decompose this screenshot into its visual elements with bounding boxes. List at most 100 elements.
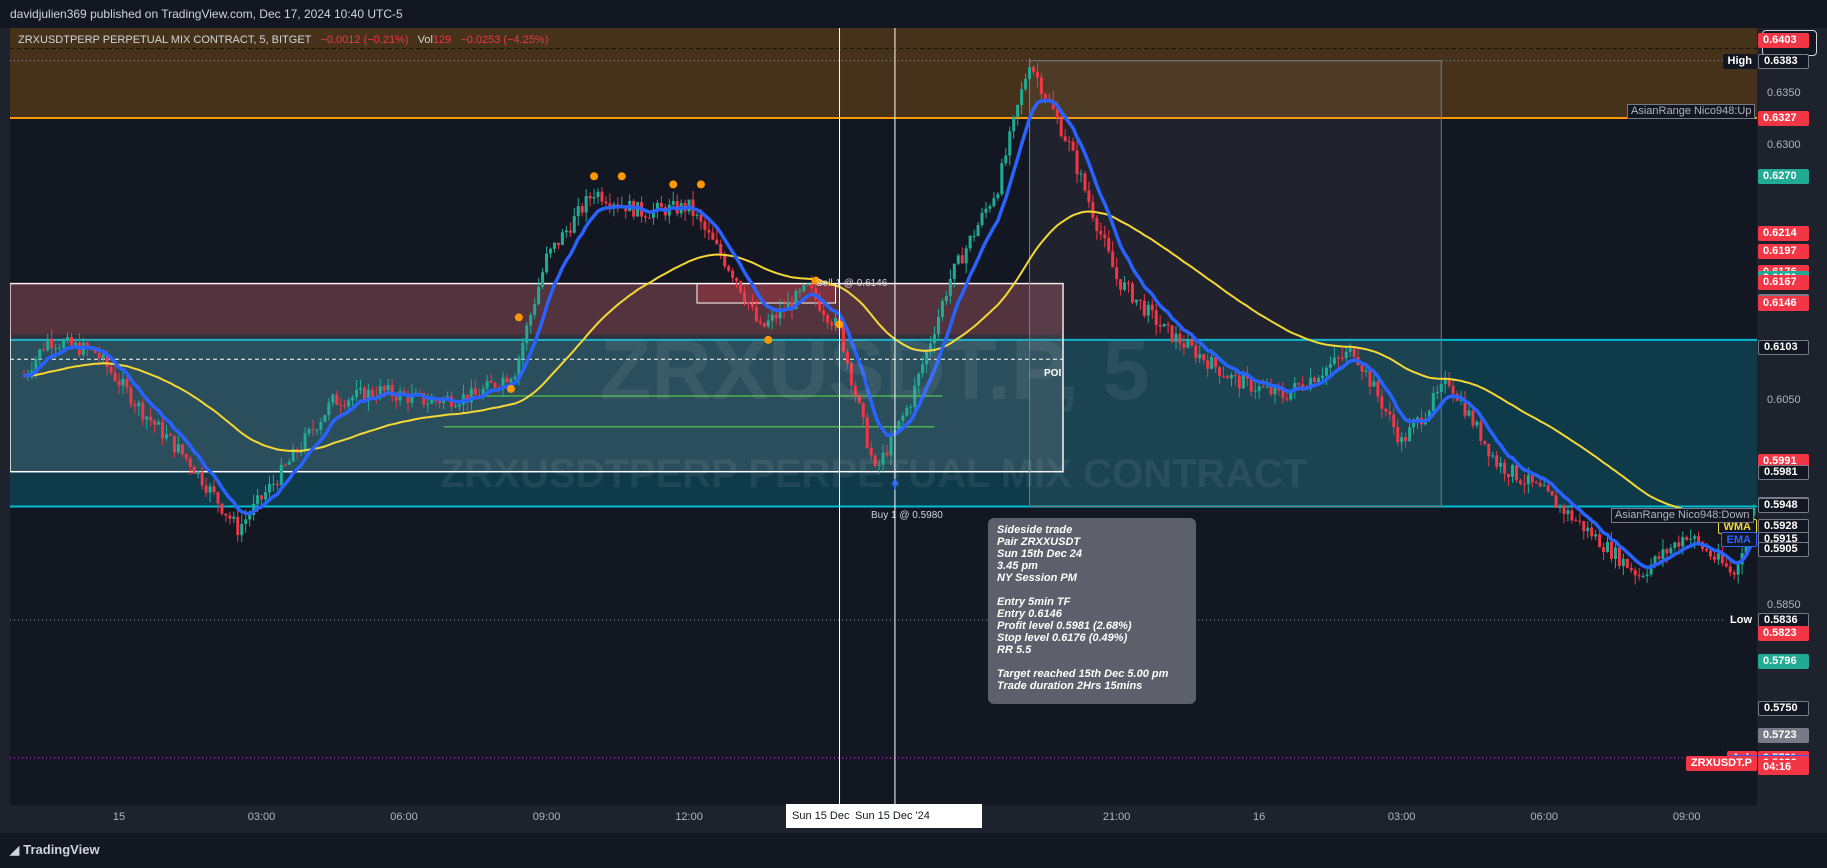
price-chart[interactable] <box>10 28 1757 805</box>
candle-body <box>655 202 659 210</box>
cyan-zone <box>10 339 1757 507</box>
candle-body <box>992 198 996 207</box>
tradingview-logo[interactable]: ◢ TradingView <box>10 842 100 857</box>
candle-body <box>778 308 782 319</box>
candle-body <box>1031 67 1035 72</box>
candle-body <box>545 253 549 273</box>
candle-body <box>1586 527 1590 532</box>
candle-body <box>1554 495 1558 508</box>
note-line: Entry 0.6146 <box>997 608 1062 620</box>
candle-body <box>584 196 588 213</box>
note-line: Pair ZRXXUSDT <box>997 536 1081 548</box>
legend-symbol[interactable]: ZRXUSDTPERP PERPETUAL MIX CONTRACT, 5, B… <box>18 34 312 46</box>
candle-body <box>552 242 556 249</box>
candle-body <box>1273 386 1277 395</box>
candle-body <box>1039 77 1043 95</box>
price-label: 0.6146 <box>1758 296 1809 312</box>
candle-body <box>1095 217 1099 231</box>
candle-body <box>1138 299 1142 301</box>
candle-body <box>1352 348 1356 357</box>
candle-body <box>180 444 184 455</box>
candle-body <box>1459 399 1463 401</box>
candle-body <box>1063 136 1067 142</box>
candle-body <box>869 447 873 456</box>
time-tick: 09:00 <box>532 811 561 823</box>
candle-body <box>362 387 366 402</box>
candle-body <box>865 417 869 448</box>
candle-body <box>1360 365 1364 372</box>
candle-body <box>101 354 105 359</box>
candle-body <box>576 206 580 216</box>
asian-range-box <box>1029 60 1442 507</box>
candle-body <box>1388 411 1392 415</box>
candle-body <box>172 435 176 453</box>
candle-body <box>1412 421 1416 428</box>
candle-body <box>988 206 992 209</box>
candle-body <box>260 495 264 500</box>
candle-body <box>1566 510 1570 514</box>
candle-body <box>1269 386 1273 395</box>
note-line <box>997 656 1187 668</box>
candle-body <box>1514 465 1518 481</box>
candle-body <box>1253 390 1257 392</box>
candle-body <box>1550 491 1554 496</box>
candle-body <box>727 266 731 271</box>
candle-body <box>901 415 905 421</box>
candle-body <box>873 455 877 466</box>
candle-body <box>929 343 933 352</box>
candle-body <box>267 483 271 493</box>
candle-body <box>1127 282 1131 284</box>
candle-body <box>600 191 604 202</box>
candle-body <box>1348 348 1352 352</box>
candle-body <box>168 434 172 436</box>
candle-body <box>42 349 46 351</box>
candle-body <box>1716 553 1720 560</box>
signal-dot <box>514 313 523 322</box>
candle-body <box>1309 377 1313 389</box>
crosshair-time-label-2: Sun 15 Dec '24 <box>849 804 982 828</box>
candle-body <box>790 302 794 309</box>
time-tick: 03:00 <box>1387 811 1416 823</box>
price-tick: 0.5850 <box>1767 598 1801 611</box>
candle-body <box>699 214 703 222</box>
chart-panel[interactable] <box>10 28 1757 805</box>
ema-line <box>23 98 1756 570</box>
candle-body <box>972 235 976 237</box>
signal-dot <box>590 172 599 181</box>
candle-body <box>1704 549 1708 551</box>
sell-label: Sell 1 @ 0.6146 <box>816 278 888 289</box>
note-line: Stop level 0.6176 (0.49%) <box>997 632 1128 644</box>
candle-body <box>739 281 743 293</box>
candle-body <box>731 270 735 278</box>
candle-body <box>1012 116 1016 132</box>
buy-arrow-icon <box>890 478 899 490</box>
candle-body <box>940 301 944 317</box>
candle-body <box>750 303 754 307</box>
signal-dot <box>617 172 626 181</box>
price-label: 0.5750 <box>1758 700 1809 716</box>
price-label: 0.5823 <box>1758 626 1809 642</box>
crosshair-time-label-1: Sun 15 Dec <box>786 804 856 828</box>
candle-body <box>1130 283 1134 303</box>
candle-body <box>252 503 256 516</box>
candle-body <box>133 404 137 407</box>
note-line: Entry 5min TF <box>997 596 1071 608</box>
candle-body <box>1645 574 1649 577</box>
candle-body <box>200 471 204 486</box>
candle-body <box>331 394 335 403</box>
candle-body <box>1435 391 1439 394</box>
candle-body <box>1198 354 1202 359</box>
candle-body <box>184 454 188 459</box>
candle-body <box>378 386 382 398</box>
candle-body <box>1257 386 1261 391</box>
candle-body <box>426 403 430 405</box>
candle-body <box>358 387 362 390</box>
candle-body <box>1681 537 1685 547</box>
candle-body <box>1162 323 1166 327</box>
candle-body <box>1020 89 1024 106</box>
candle-body <box>774 314 778 319</box>
candle-body <box>921 364 925 374</box>
candle-body <box>109 366 113 373</box>
candle-body <box>1182 343 1186 348</box>
legend-vol-label[interactable]: Vol <box>417 34 433 46</box>
